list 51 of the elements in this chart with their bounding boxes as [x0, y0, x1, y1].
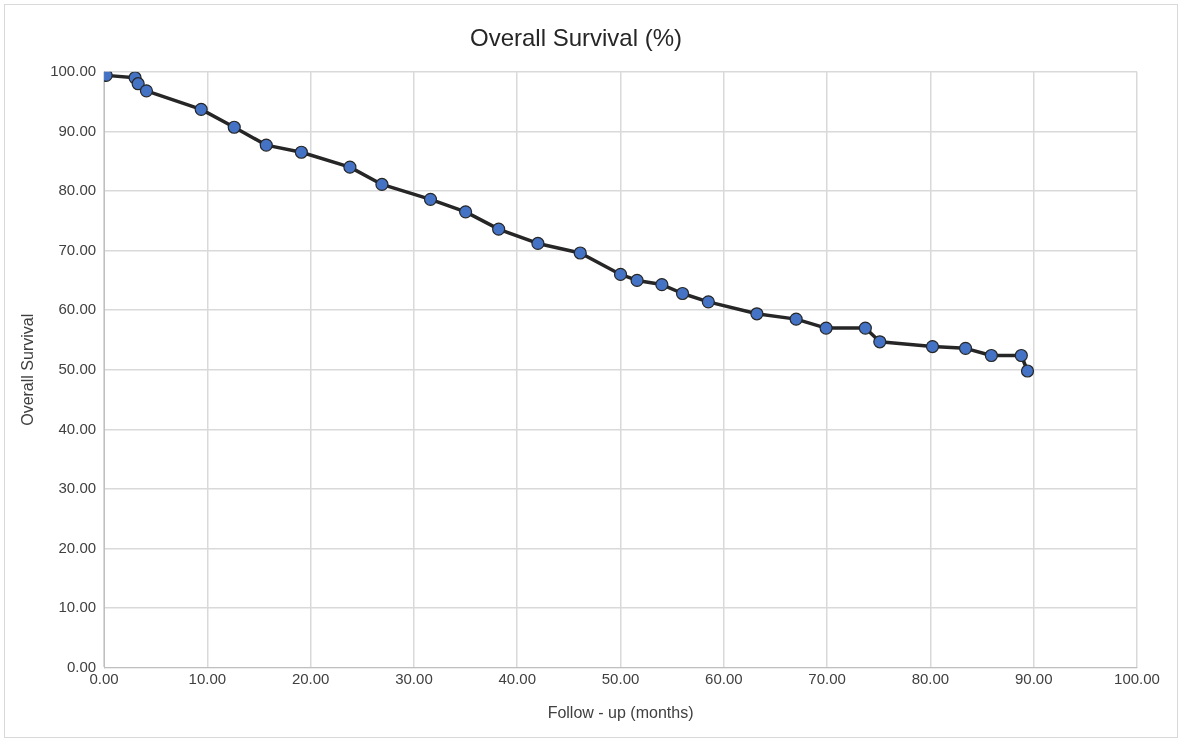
- point: [958, 341, 973, 355]
- y-tick-label: 80.00: [58, 181, 97, 199]
- y-tick-label: 70.00: [58, 240, 97, 258]
- point: [873, 335, 887, 349]
- point: [789, 312, 803, 326]
- y-tick-label: 50.00: [58, 359, 97, 377]
- x-tick-label: 60.00: [705, 669, 743, 687]
- point: [131, 77, 145, 91]
- point: [531, 236, 545, 251]
- point: [655, 277, 669, 292]
- y-tick-label: 90.00: [58, 121, 97, 139]
- x-tick-label: 70.00: [808, 669, 846, 687]
- point: [343, 160, 357, 174]
- x-tick-label: 10.00: [188, 669, 227, 687]
- y-tick-label: 20.00: [58, 538, 97, 556]
- x-tick-label: 20.00: [291, 669, 330, 687]
- point: [375, 177, 389, 192]
- point: [984, 348, 998, 363]
- y-tick-label: 10.00: [58, 598, 97, 616]
- point: [1014, 348, 1028, 363]
- y-tick-label: 40.00: [58, 419, 97, 437]
- point: [492, 222, 506, 236]
- point: [630, 273, 644, 287]
- x-tick-label: 40.00: [498, 669, 537, 687]
- point: [858, 321, 872, 335]
- y-tick-label: 30.00: [58, 479, 97, 497]
- x-tick-label: 90.00: [1014, 669, 1053, 687]
- x-tick-label: 80.00: [911, 669, 950, 687]
- y-tick-label: 60.00: [58, 300, 97, 318]
- point: [750, 307, 764, 321]
- point: [925, 339, 940, 354]
- x-tick-label: 50.00: [601, 669, 640, 687]
- point: [259, 138, 273, 152]
- point: [459, 205, 473, 219]
- point: [613, 267, 628, 282]
- point: [227, 120, 241, 134]
- point: [573, 246, 587, 260]
- point: [701, 295, 715, 309]
- point: [194, 102, 208, 116]
- point: [675, 286, 690, 301]
- y-tick-label: 100.00: [50, 61, 97, 79]
- x-tick-label: 100.00: [1114, 669, 1160, 687]
- chart-title: Overall Survival (%): [469, 24, 683, 52]
- point: [139, 84, 154, 98]
- point: [1020, 364, 1035, 378]
- point: [423, 192, 438, 206]
- y-axis-title: Overall Survival: [19, 313, 37, 426]
- x-tick-label: 30.00: [395, 669, 433, 687]
- point: [294, 145, 308, 159]
- point: [819, 321, 833, 335]
- x-axis-title: Follow - up (months): [547, 703, 694, 721]
